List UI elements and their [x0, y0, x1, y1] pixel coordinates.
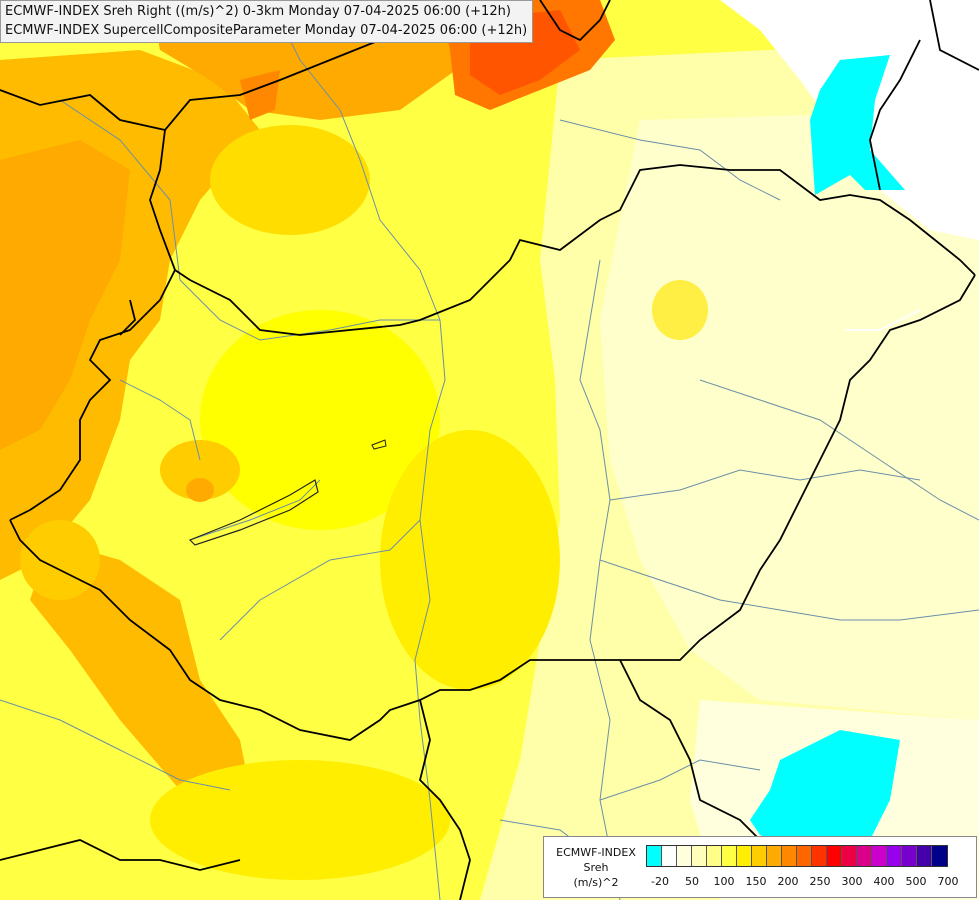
legend-swatch	[662, 846, 677, 866]
legend-units: (m/s)^2	[573, 876, 619, 889]
legend-tick: 100	[713, 875, 735, 888]
legend-tick-labels: -20 50 100 150 200 250 300 400 500 700	[646, 875, 976, 891]
legend-title: ECMWF-INDEX Sreh (m/s)^2	[548, 845, 644, 890]
legend-swatch	[857, 846, 872, 866]
title-line-2: ECMWF-INDEX SupercellCompositeParameter …	[5, 23, 528, 38]
legend-swatches	[646, 845, 948, 867]
legend-swatch	[767, 846, 782, 866]
legend-swatch	[692, 846, 707, 866]
legend-swatch	[677, 846, 692, 866]
legend-tick: 400	[873, 875, 895, 888]
legend-swatch	[887, 846, 902, 866]
legend-swatch	[707, 846, 722, 866]
legend-tick: 700	[937, 875, 959, 888]
legend-swatch	[647, 846, 662, 866]
legend-swatch	[842, 846, 857, 866]
legend-swatch	[752, 846, 767, 866]
legend-swatch	[902, 846, 917, 866]
legend-swatch	[932, 846, 947, 866]
legend-swatch	[917, 846, 932, 866]
legend-swatch	[827, 846, 842, 866]
color-legend: ECMWF-INDEX Sreh (m/s)^2 -20 50 100 150 200 2…	[543, 836, 977, 898]
legend-tick: 150	[745, 875, 767, 888]
legend-tick: 300	[841, 875, 863, 888]
legend-tick: 200	[777, 875, 799, 888]
legend-swatch	[812, 846, 827, 866]
legend-swatch	[722, 846, 737, 866]
legend-swatch	[797, 846, 812, 866]
legend-tick: 250	[809, 875, 831, 888]
legend-tick: -20	[651, 875, 669, 888]
legend-swatch	[737, 846, 752, 866]
legend-swatch	[782, 846, 797, 866]
map-title-box: ECMWF-INDEX Sreh Right ((m/s)^2) 0-3km M…	[0, 0, 534, 43]
legend-param: Sreh	[583, 861, 609, 874]
title-line-1: ECMWF-INDEX Sreh Right ((m/s)^2) 0-3km M…	[5, 4, 511, 19]
legend-model: ECMWF-INDEX	[556, 846, 636, 859]
legend-tick: 500	[905, 875, 927, 888]
legend-tick: 50	[685, 875, 699, 888]
legend-swatch	[872, 846, 887, 866]
